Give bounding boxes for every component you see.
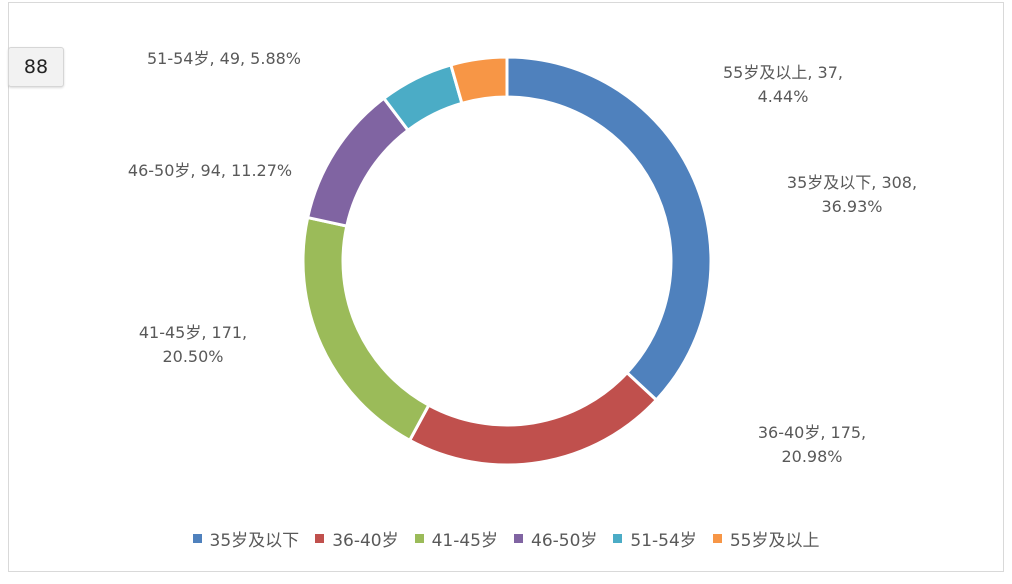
legend-item: 46-50岁 <box>514 526 597 551</box>
legend-swatch <box>712 534 722 543</box>
legend-item: 35岁及以下 <box>192 526 300 551</box>
data-label: 46-50岁, 94, 11.27% <box>128 161 292 180</box>
data-label: 35岁及以下, 308, 36.93% <box>787 173 917 216</box>
data-label: 51-54岁, 49, 5.88% <box>147 49 301 68</box>
legend-swatch <box>613 534 623 543</box>
legend-item: 41-45岁 <box>414 526 498 551</box>
legend-label: 35岁及以下 <box>209 531 300 551</box>
data-label: 41-45岁, 171, 20.50% <box>139 323 247 366</box>
legend-swatch <box>514 534 523 543</box>
legend-item: 55岁及以上 <box>712 526 820 551</box>
legend-label: 55岁及以上 <box>729 531 820 551</box>
donut-slice <box>505 55 713 403</box>
page-number-badge[interactable]: 88 <box>8 47 64 87</box>
legend-swatch <box>315 534 325 543</box>
donut-slice <box>301 215 431 443</box>
legend-item: 36-40岁 <box>315 526 399 551</box>
donut-slice <box>407 370 659 467</box>
data-label: 36-40岁, 175, 20.98% <box>758 423 866 466</box>
legend-item: 51-54岁 <box>613 526 697 551</box>
legend-label: 41-45岁 <box>431 531 498 551</box>
legend-label: 36-40岁 <box>332 531 399 551</box>
donut-slice <box>305 96 411 228</box>
donut-slice <box>449 55 509 106</box>
chart-legend: 35岁及以下 36-40岁 41-45岁 46-50岁 51-54岁 55岁及以… <box>0 526 1012 551</box>
legend-label: 51-54岁 <box>630 531 697 551</box>
legend-label: 46-50岁 <box>531 531 598 551</box>
legend-swatch <box>192 534 202 543</box>
data-label: 55岁及以上, 37, 4.44% <box>723 63 843 106</box>
legend-swatch <box>414 534 424 543</box>
